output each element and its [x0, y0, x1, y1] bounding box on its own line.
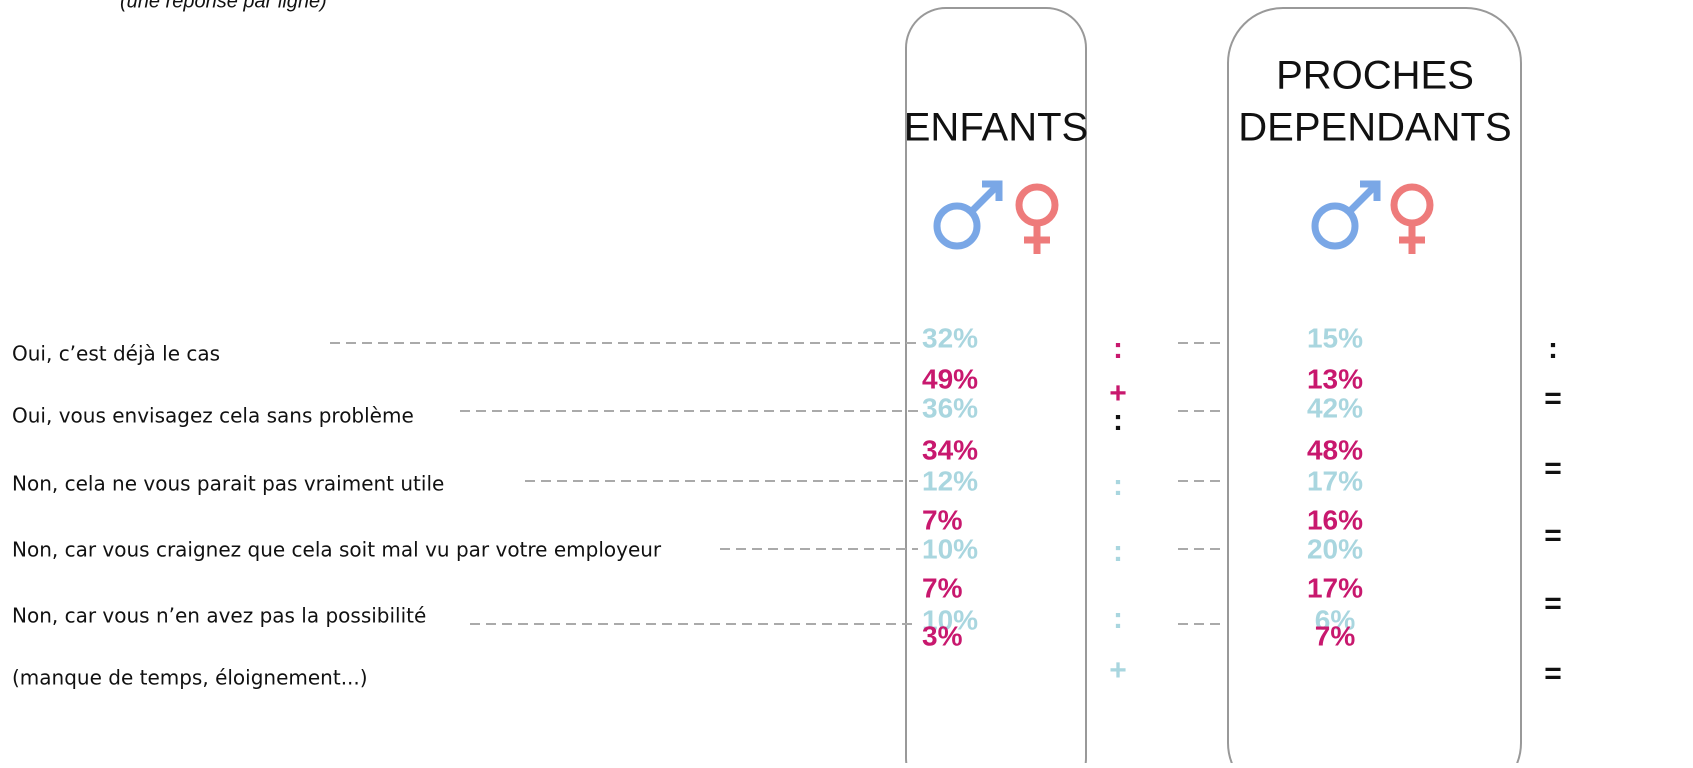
- column-box: [1227, 7, 1522, 768]
- sign: :: [1113, 602, 1123, 635]
- sign: =: [1544, 382, 1562, 415]
- women-percent: 7%: [922, 572, 963, 603]
- subtitle: (une réponse par ligne): [120, 0, 327, 12]
- women-percent: 34%: [922, 434, 978, 465]
- male-icon: [933, 180, 1003, 250]
- women-percent: 48%: [1307, 434, 1363, 465]
- men-percent: 17%: [1307, 465, 1363, 496]
- men-percent: 20%: [1307, 533, 1363, 564]
- column-title: DEPENDANTS: [1238, 106, 1511, 150]
- men-percent: 12%: [922, 465, 978, 496]
- sign: =: [1544, 519, 1562, 552]
- women-percent: 7%: [922, 504, 963, 535]
- sign: :: [1113, 469, 1123, 502]
- sign: =: [1544, 452, 1562, 485]
- men-percent: 10%: [922, 604, 978, 635]
- row-label: Oui, c’est déjà le cas: [12, 342, 220, 366]
- female-icon: [1390, 183, 1434, 254]
- sign: +: [1109, 654, 1127, 687]
- women-percent: 7%: [1315, 620, 1356, 651]
- male-icon: [1311, 180, 1381, 250]
- female-icon: [1015, 183, 1059, 254]
- women-percent: 17%: [1307, 572, 1363, 603]
- row-label: (manque de temps, éloignement...): [12, 666, 368, 690]
- sign: :: [1548, 332, 1558, 365]
- sign: :: [1113, 332, 1123, 365]
- row-label: Non, car vous n’en avez pas la possibili…: [12, 604, 426, 628]
- row-label: Non, cela ne vous parait pas vraiment ut…: [12, 472, 444, 496]
- men-percent: 42%: [1307, 392, 1363, 423]
- men-percent: 36%: [922, 392, 978, 423]
- sign: :: [1113, 535, 1123, 568]
- women-percent: 49%: [922, 363, 978, 394]
- row-label: Oui, vous envisagez cela sans problème: [12, 404, 414, 428]
- women-percent: 3%: [922, 620, 963, 651]
- sign: =: [1544, 587, 1562, 620]
- men-percent: 32%: [922, 322, 978, 353]
- men-percent: 10%: [922, 533, 978, 564]
- women-percent: 16%: [1307, 504, 1363, 535]
- column-box: [905, 7, 1087, 768]
- column-title: PROCHES: [1276, 54, 1474, 98]
- men-percent: 15%: [1307, 322, 1363, 353]
- sign: +: [1109, 377, 1127, 410]
- sign: :: [1113, 404, 1123, 437]
- men-percent: 6%: [1315, 604, 1356, 635]
- sign: =: [1544, 657, 1562, 690]
- column-title: ENFANTS: [904, 106, 1088, 150]
- women-percent: 13%: [1307, 363, 1363, 394]
- row-label: Non, car vous craignez que cela soit mal…: [12, 538, 662, 562]
